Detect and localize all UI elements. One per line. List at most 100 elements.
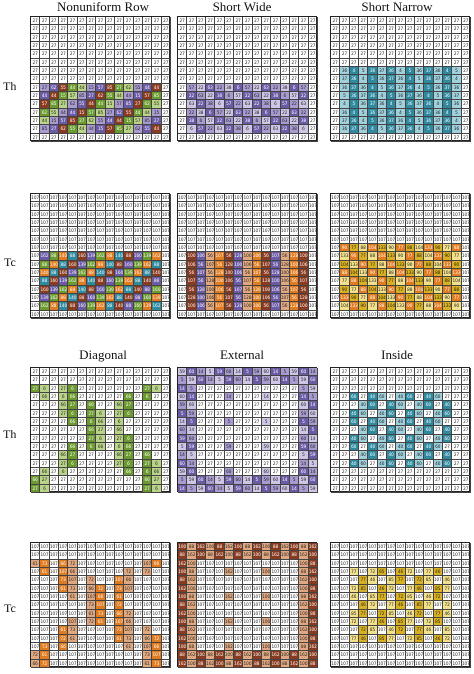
grid-cell: 27 [152, 17, 162, 26]
grid-cell: 90 [396, 294, 406, 303]
grid-cell: 27 [271, 384, 281, 393]
grid-cell: 27 [461, 92, 471, 101]
grid-cell: 27 [349, 476, 359, 485]
grid-cell: 27 [262, 33, 272, 42]
grid-cell: 27 [152, 75, 162, 84]
grid-cell: 128 [262, 277, 272, 286]
grid-cell: 107 [31, 244, 41, 253]
grid-cell: 27 [68, 33, 78, 42]
grid-nonuniform-row-th: 27 27 27 27 27 27 27 27 27 27 27 27 27 27 27 27 27 27 27 27… [30, 16, 171, 142]
grid-cell: 107 [262, 227, 272, 236]
grid-cell: 90 [359, 260, 369, 269]
grid-cell: 27 [396, 42, 406, 51]
grid-cell: 107 [280, 210, 290, 219]
grid-cell: 27 [133, 17, 143, 26]
grid-cell: 27 [280, 42, 290, 51]
grid-cell: 104 [415, 244, 425, 253]
grid-cell: 107 [424, 543, 434, 552]
grid-cell: 107 [187, 310, 197, 319]
grid-cell: 6 [40, 484, 50, 493]
grid-cell: 27 [452, 434, 462, 443]
grid-cell: 60 [349, 443, 359, 452]
grid-cell: 40 [387, 426, 397, 435]
grid-cell: 27 [433, 58, 443, 67]
grid-cell: 38 [262, 100, 272, 109]
grid-cell: 107 [49, 219, 59, 228]
grid-cell: 106 [252, 302, 262, 311]
grid-cell: 107 [368, 235, 378, 244]
grid-cell: 27 [143, 401, 153, 410]
grid-cell: 36 [349, 92, 359, 101]
grid-cell: 27 [340, 434, 350, 443]
grid-cell: 27 [178, 58, 188, 67]
grid-cell: 62 [143, 100, 153, 109]
grid-cell: 63 [243, 100, 253, 109]
grid-cell: 107 [77, 601, 87, 610]
grid-cell: 27 [224, 451, 234, 460]
grid-cell: 133 [368, 277, 378, 286]
grid-cell: 107 [461, 593, 471, 602]
grid-cell: 107 [77, 219, 87, 228]
grid-cell: 88 [59, 294, 69, 303]
grid-cell: 27 [405, 451, 415, 460]
grid-cell: 60 [299, 468, 309, 477]
grid-cell: 85 [40, 125, 50, 134]
grid-cell: 27 [31, 75, 41, 84]
grid-cell: 107 [224, 194, 234, 203]
grid-cell: 107 [433, 601, 443, 610]
grid-cell: 107 [415, 659, 425, 668]
grid-cell: 107 [152, 235, 162, 244]
grid-cell: 107 [461, 551, 471, 560]
grid-cell: 107 [96, 194, 106, 203]
grid-cell: 27 [340, 58, 350, 67]
grid-cell: 77 [349, 568, 359, 577]
grid-cell: 27 [461, 393, 471, 402]
grid-cell: 107 [224, 576, 234, 585]
grid-cell: 27 [59, 25, 69, 34]
grid-cell: 27 [96, 384, 106, 393]
grid-cell: 61 [59, 584, 69, 593]
grid-cell: 27 [215, 384, 225, 393]
grid-cell: 6 [152, 459, 162, 468]
grid-cell: 27 [77, 393, 87, 402]
grid-cell: 88 [143, 269, 153, 278]
grid-cell: 107 [31, 551, 41, 560]
grid-cell: 27 [49, 25, 59, 34]
grid-cell: 107 [262, 626, 272, 635]
grid-cell: 139 [143, 302, 153, 311]
grid-cell: 107 [252, 634, 262, 643]
grid-cell: 22 [243, 108, 253, 117]
grid-cell: 27 [49, 33, 59, 42]
grid-cell: 27 [77, 451, 87, 460]
grid-cell: 107 [31, 227, 41, 236]
grid-cell: 6 [40, 384, 50, 393]
grid-cell: 60 [377, 393, 387, 402]
grid-cell: 90 [415, 269, 425, 278]
grid-cell: 107 [59, 651, 69, 660]
grid-cell: 57 [105, 125, 115, 134]
grid-cell: 27 [152, 426, 162, 435]
grid-cell: 27 [161, 25, 171, 34]
grid-cell: 27 [234, 468, 244, 477]
grid-cell: 36 [424, 75, 434, 84]
grid-cell: 107 [96, 235, 106, 244]
grid-cell: 61 [68, 593, 78, 602]
grid-cell: 27 [224, 58, 234, 67]
grid-cell: 27 [433, 25, 443, 34]
grid-cell: 107 [87, 568, 97, 577]
grid-cell: 107 [206, 618, 216, 627]
grid-cell: 107 [40, 576, 50, 585]
grid-cell: 27 [443, 476, 453, 485]
grid-cell: 27 [243, 384, 253, 393]
grid-cell: 106 [206, 294, 216, 303]
grid-cell: 22 [215, 83, 225, 92]
grid-cell: 107 [290, 285, 300, 294]
grid-cell: 107 [368, 194, 378, 203]
grid-cell: 5 [308, 426, 318, 435]
grid-cell: 128 [187, 294, 197, 303]
grid-cell: 85 [396, 618, 406, 627]
grid-cell: 27 [340, 393, 350, 402]
grid-cell: 162 [234, 659, 244, 668]
grid-cell: 88 [49, 252, 59, 261]
grid-cell: 27 [105, 368, 115, 377]
